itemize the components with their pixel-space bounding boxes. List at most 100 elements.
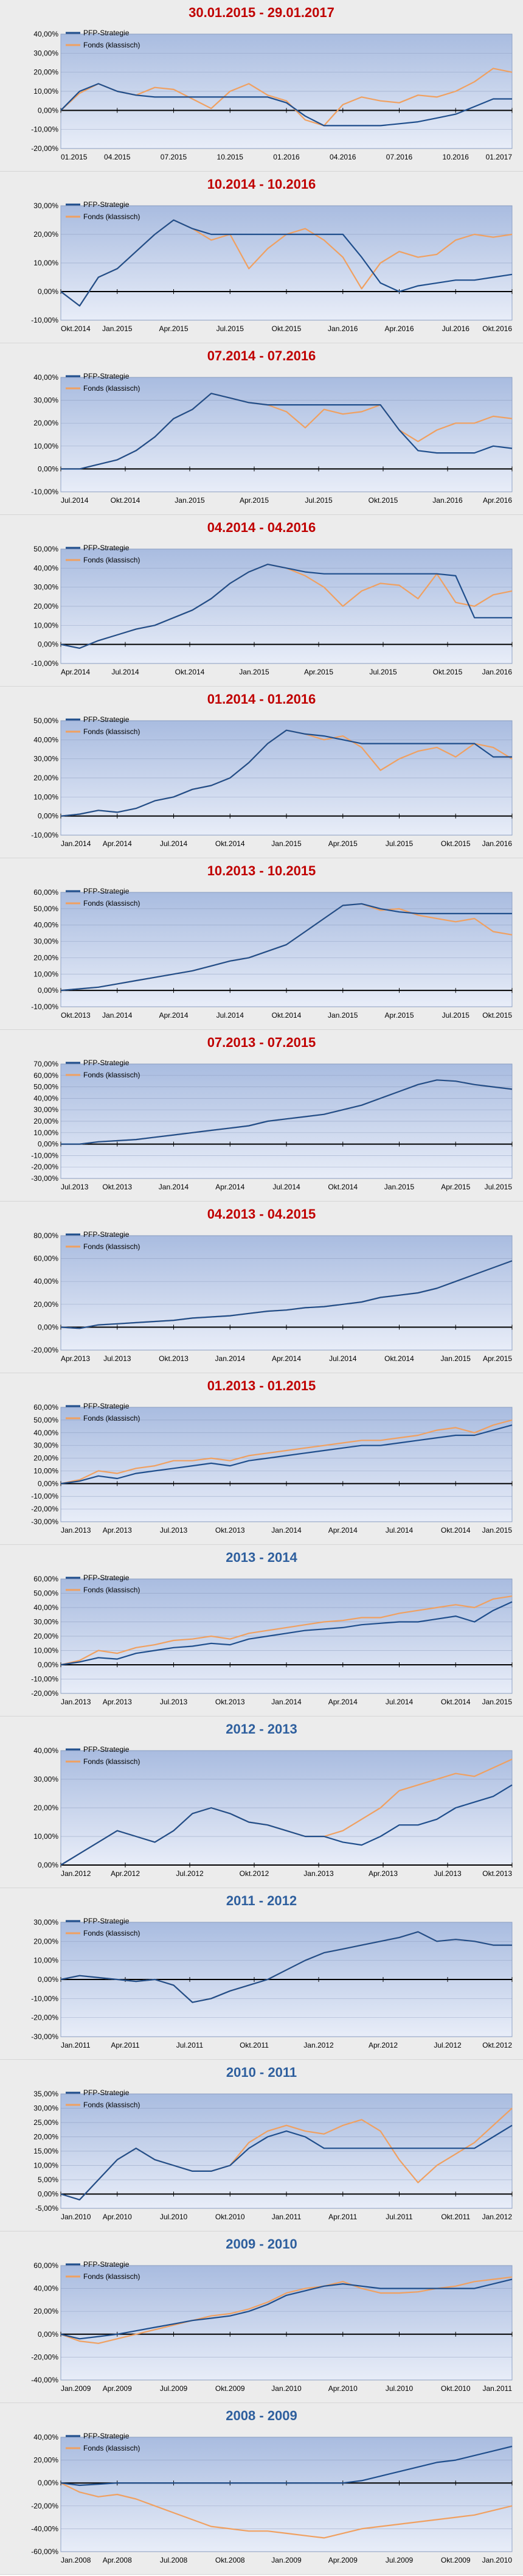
series-line-strategy xyxy=(60,83,512,127)
y-tick-label: 30,00% xyxy=(33,49,58,57)
x-tick-label: Okt.2011 xyxy=(240,2041,269,2049)
series-line-fund xyxy=(60,2482,513,2539)
y-tick-label: 60,00% xyxy=(33,1575,58,1583)
x-tick-label: Jul.2013 xyxy=(103,1354,131,1363)
x-tick-label: Jan.2015 xyxy=(482,1526,513,1535)
y-tick-label: 0,00% xyxy=(38,2330,58,2339)
legend-label-strategy: PFP-Strategie xyxy=(83,2260,130,2269)
x-tick-label: Apr.2009 xyxy=(328,2556,358,2564)
chart-panel: 04.2014 - 04.2016 -10,00% 0,00% 10,00% 20,00… xyxy=(0,515,523,687)
x-tick-label: Apr.2014 xyxy=(215,1183,244,1191)
legend-label-strategy: PFP-Strategie xyxy=(83,2088,130,2097)
line-chart: -20,00% -10,00% 0,00% 10,00% 20,00% 30,00% 40,… xyxy=(31,1573,513,1706)
chart-panel: 2013 - 2014 -20,00% -10,00% 0,00% 10,00% 20,0… xyxy=(0,1545,523,1717)
x-tick-label: Jan.2016 xyxy=(482,668,513,676)
x-tick-label: Jul.2013 xyxy=(160,1698,188,1706)
x-tick-label: Jul.2013 xyxy=(61,1183,89,1191)
y-tick-label: 0,00% xyxy=(38,640,58,649)
x-tick-label: Apr.2015 xyxy=(304,668,333,676)
line-chart: -10,00% 0,00% 10,00% 20,00% 30,00% Okt.2014 Ja… xyxy=(31,200,513,333)
plot-area xyxy=(60,1235,513,1351)
x-tick-label: Okt.2015 xyxy=(441,839,471,848)
y-tick-label: -20,00% xyxy=(31,1689,58,1698)
y-tick-label: 40,00% xyxy=(33,1429,58,1437)
series-line-strategy xyxy=(60,1601,513,1666)
y-tick-label: 20,00% xyxy=(33,1300,58,1309)
y-tick-label: -20,00% xyxy=(31,2353,58,2361)
y-tick-label: 30,00% xyxy=(33,937,58,946)
x-tick-label: Jul.2016 xyxy=(442,324,470,333)
y-tick-label: 60,00% xyxy=(33,1071,58,1080)
y-tick-label: 50,00% xyxy=(33,905,58,913)
y-tick-label: 30,00% xyxy=(33,1918,58,1927)
legend: PFP-Strategie Fonds (klassisch) xyxy=(66,372,140,393)
x-tick-label: Jul.2014 xyxy=(272,1183,300,1191)
y-tick-label: 60,00% xyxy=(33,2261,58,2270)
y-tick-label: 35,00% xyxy=(33,2090,58,2098)
line-chart: -30,00% -20,00% -10,00% 0,00% 10,00% 20,00% 30… xyxy=(31,1917,513,2049)
legend-label-fund: Fonds (klassisch) xyxy=(83,1929,140,1937)
y-tick-label: 40,00% xyxy=(33,373,58,382)
y-tick-label: 15,00% xyxy=(33,2147,58,2155)
y-tick-label: 50,00% xyxy=(33,716,58,725)
x-tick-label: Okt.2013 xyxy=(482,1869,512,1878)
chart-title: 2012 - 2013 xyxy=(226,1721,297,1737)
x-tick-label: Jan.2015 xyxy=(482,1698,513,1706)
y-tick-label: 0,00% xyxy=(38,287,58,296)
line-chart: -30,00% -20,00% -10,00% 0,00% 10,00% 20,00% 30… xyxy=(31,1059,513,1191)
x-tick-label: Apr.2014 xyxy=(103,839,132,848)
series-line-strategy xyxy=(61,1079,513,1145)
line-chart: -10,00% 0,00% 10,00% 20,00% 30,00% 40,00% Jul.… xyxy=(31,372,513,505)
chart-title: 07.2014 - 07.2016 xyxy=(207,348,316,363)
y-tick-label: -10,00% xyxy=(31,488,58,496)
y-tick-label: 20,00% xyxy=(33,1454,58,1463)
series-line-strategy xyxy=(60,1931,512,2003)
legend-label-strategy: PFP-Strategie xyxy=(83,1059,130,1067)
chart-panel: 10.2013 - 10.2015 -10,00% 0,00% 10,00% 20,00… xyxy=(0,858,523,1030)
x-tick-label: Jan.2014 xyxy=(102,1011,133,1020)
x-tick-label: 01.2015 xyxy=(61,153,88,161)
chart-title: 2008 - 2009 xyxy=(226,2408,297,2423)
x-tick-label: Jul.2008 xyxy=(160,2556,188,2564)
x-tick-label: Jul.2010 xyxy=(160,2213,188,2221)
line-chart: -10,00% 0,00% 10,00% 20,00% 30,00% 40,00% 50,0… xyxy=(31,715,513,848)
x-tick-label: Apr.2014 xyxy=(328,1526,358,1535)
x-tick-label: Okt.2008 xyxy=(215,2556,245,2564)
x-tick-label: Jan.2009 xyxy=(271,2556,302,2564)
x-tick-label: Apr.2010 xyxy=(103,2213,132,2221)
x-tick-label: Okt.2009 xyxy=(215,2384,245,2393)
y-tick-label: 30,00% xyxy=(33,755,58,763)
x-tick-label: Jan.2015 xyxy=(441,1354,471,1363)
series-line-strategy xyxy=(60,1784,513,1866)
x-tick-label: Okt.2010 xyxy=(441,2384,471,2393)
x-tick-label: Okt.2014 xyxy=(384,1354,414,1363)
plot-area xyxy=(60,377,513,492)
x-tick-label: Apr.2014 xyxy=(159,1011,188,1020)
y-tick-label: 20,00% xyxy=(33,1117,58,1125)
y-tick-label: 20,00% xyxy=(33,419,58,427)
legend-label-fund: Fonds (klassisch) xyxy=(83,727,140,736)
legend: PFP-Strategie Fonds (klassisch) xyxy=(66,2432,140,2452)
legend-label-fund: Fonds (klassisch) xyxy=(83,556,140,564)
x-tick-label: Jan.2016 xyxy=(328,324,358,333)
y-tick-label: -20,00% xyxy=(31,1505,58,1513)
y-tick-label: 40,00% xyxy=(33,564,58,572)
x-tick-label: Jan.2012 xyxy=(482,2213,513,2221)
legend: PFP-Strategie Fonds (klassisch) xyxy=(66,200,140,221)
x-tick-label: Apr.2012 xyxy=(369,2041,398,2049)
y-tick-label: 30,00% xyxy=(33,1441,58,1450)
x-tick-label: Okt.2014 xyxy=(61,324,91,333)
x-tick-label: Apr.2015 xyxy=(441,1183,470,1191)
x-tick-label: Jan.2011 xyxy=(483,2384,513,2393)
y-tick-label: 0,00% xyxy=(38,464,58,473)
line-chart: -10,00% 0,00% 10,00% 20,00% 30,00% 40,00% 50,0… xyxy=(31,887,513,1020)
legend-label-fund: Fonds (klassisch) xyxy=(83,2101,140,2109)
series-line-strategy xyxy=(60,2124,513,2200)
y-tick-label: 40,00% xyxy=(33,735,58,744)
x-tick-label: Jul.2015 xyxy=(216,324,244,333)
line-chart: -10,00% 0,00% 10,00% 20,00% 30,00% 40,00% 50,0… xyxy=(31,544,513,676)
y-tick-label: 20,00% xyxy=(33,1804,58,1812)
chart-title: 04.2013 - 04.2015 xyxy=(207,1206,316,1222)
legend-label-fund: Fonds (klassisch) xyxy=(83,1757,140,1766)
plot-area xyxy=(60,1407,513,1522)
